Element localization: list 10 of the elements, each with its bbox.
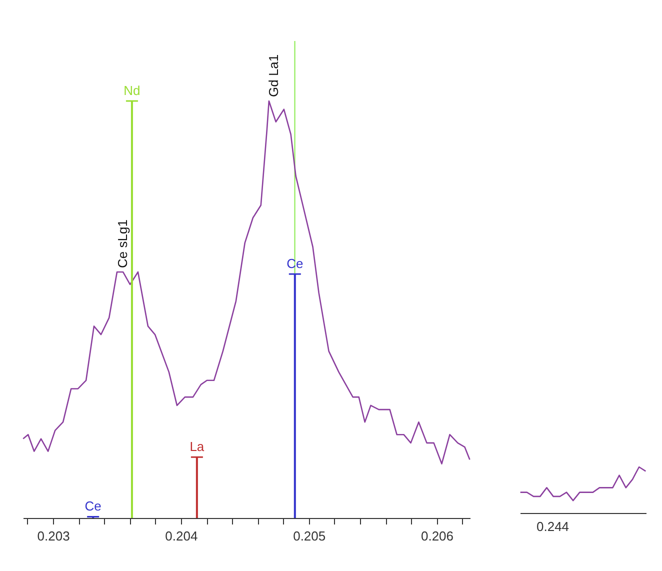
x-tick-label: 0.203 <box>37 528 70 544</box>
annotation: Ce sLg1 <box>115 220 130 268</box>
series-label: Nd <box>124 83 140 98</box>
series-label: La <box>190 439 205 454</box>
x-tick-label: 0.205 <box>293 528 326 544</box>
x-tick-label: 0.206 <box>420 528 454 544</box>
x-tick-label: 0.204 <box>165 528 198 544</box>
series-label: Ce <box>84 498 102 514</box>
text: 0.244 <box>536 519 570 534</box>
annotation: Gd La1 <box>266 54 281 97</box>
